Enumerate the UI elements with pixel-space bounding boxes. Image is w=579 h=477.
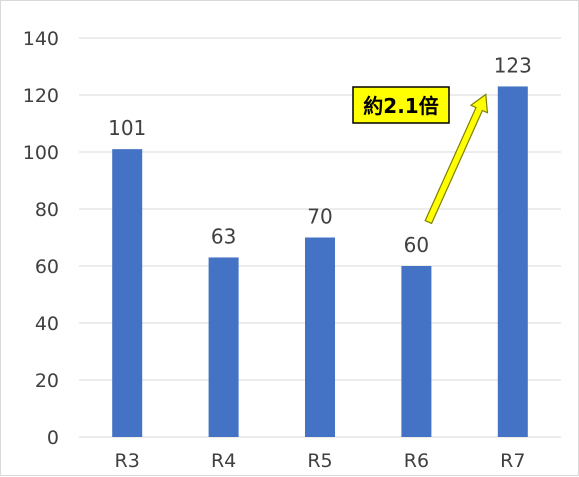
category-label-R7: R7 bbox=[500, 450, 525, 472]
bar-R6 bbox=[401, 266, 432, 437]
data-label-R7: 123 bbox=[494, 53, 532, 77]
y-tick-label: 100 bbox=[23, 142, 59, 164]
y-axis-ticks: 0 20 40 60 80 100 120 140 bbox=[23, 28, 59, 449]
data-label-R4: 63 bbox=[211, 224, 236, 248]
bar-R4 bbox=[208, 257, 239, 437]
bar-R5 bbox=[305, 237, 335, 437]
y-tick-label: 140 bbox=[23, 28, 59, 50]
y-tick-label: 20 bbox=[35, 370, 59, 392]
annotation: 約2.1倍 bbox=[352, 86, 489, 225]
data-label-R3: 101 bbox=[108, 116, 146, 140]
annotation-box bbox=[352, 86, 450, 124]
category-label-R5: R5 bbox=[307, 450, 332, 472]
category-label-R6: R6 bbox=[404, 450, 429, 472]
bars bbox=[112, 86, 528, 437]
y-tick-label: 60 bbox=[35, 256, 59, 278]
data-label-R6: 60 bbox=[404, 233, 429, 257]
y-tick-label: 120 bbox=[23, 85, 59, 107]
x-axis-categories: R3 R4 R5 R6 R7 bbox=[115, 450, 526, 472]
annotation-text: 約2.1倍 bbox=[363, 94, 438, 118]
y-tick-label: 80 bbox=[35, 199, 59, 221]
category-label-R4: R4 bbox=[211, 450, 236, 472]
bar-R7 bbox=[497, 86, 528, 437]
category-label-R3: R3 bbox=[115, 450, 140, 472]
bar-R3 bbox=[112, 149, 143, 437]
y-tick-label: 0 bbox=[47, 427, 59, 449]
data-label-R5: 70 bbox=[307, 205, 332, 229]
data-labels: 101 63 70 60 123 bbox=[108, 53, 532, 257]
y-tick-label: 40 bbox=[35, 313, 59, 335]
annotation-arrow bbox=[424, 93, 489, 225]
